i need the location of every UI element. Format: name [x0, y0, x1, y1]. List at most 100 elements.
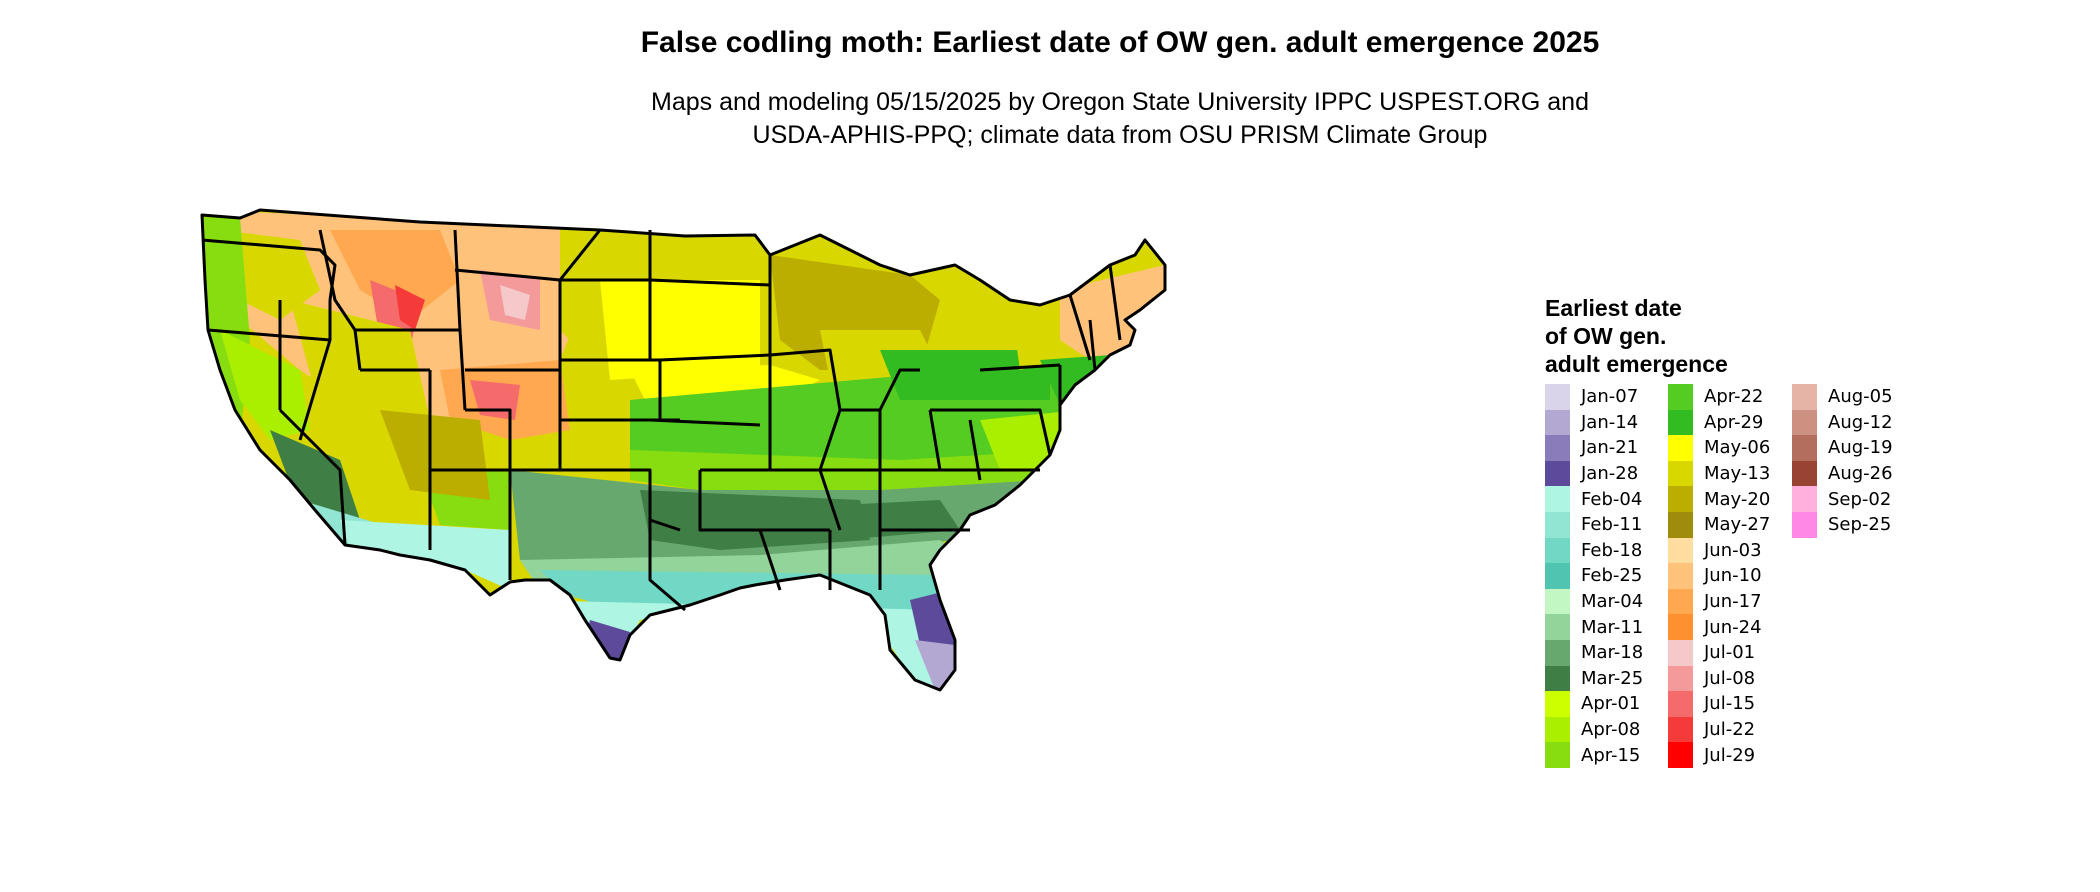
legend-swatch — [1545, 691, 1570, 717]
legend-label: May-06 — [1704, 437, 1771, 459]
legend-label: Jun-24 — [1704, 616, 1762, 638]
legend-swatch — [1792, 486, 1817, 512]
legend-swatch — [1545, 486, 1570, 512]
legend-item: May-06 — [1668, 435, 1770, 461]
legend-item: Jun-17 — [1668, 588, 1770, 615]
legend-swatch — [1668, 639, 1693, 666]
legend-item: Jul-29 — [1668, 742, 1770, 768]
legend-item: Mar-18 — [1545, 639, 1644, 666]
legend-label: Apr-15 — [1581, 744, 1641, 766]
legend-swatch — [1668, 588, 1693, 615]
legend-label: Jan-14 — [1581, 411, 1639, 433]
legend-item: Jan-07 — [1545, 384, 1643, 410]
legend-item: Apr-15 — [1545, 742, 1643, 768]
us-emergence-map — [200, 208, 1167, 692]
legend-label: Aug-05 — [1828, 386, 1893, 408]
legend-swatch — [1792, 384, 1817, 410]
map-title-container: False codling moth: Earliest date of OW … — [110, 26, 2100, 60]
legend-title-line-1: Earliest date — [1545, 295, 1682, 321]
legend-swatch — [1545, 511, 1570, 538]
legend-label: Feb-04 — [1581, 488, 1643, 510]
legend-item: May-13 — [1668, 460, 1771, 487]
legend-label: Apr-01 — [1581, 693, 1641, 715]
legend-swatch — [1792, 409, 1817, 436]
legend-column-2: Apr-22 Apr-29 May-06 May-13 May-20 May-27 Jun-… — [1668, 384, 1770, 768]
legend-swatch — [1545, 537, 1570, 564]
legend-label: Jul-29 — [1704, 744, 1756, 766]
legend-title-line-3: adult emergence — [1545, 351, 1728, 377]
legend-swatch — [1668, 691, 1693, 717]
legend-label: Jan-21 — [1581, 437, 1639, 459]
legend-label: Sep-25 — [1828, 514, 1892, 536]
legend-item: Mar-11 — [1545, 614, 1643, 640]
legend-swatch — [1668, 742, 1693, 768]
legend-item: Jun-03 — [1668, 537, 1770, 564]
legend-swatch — [1545, 435, 1570, 461]
legend-item: May-20 — [1668, 486, 1770, 512]
legend-label: Aug-12 — [1828, 411, 1893, 433]
legend-swatch — [1668, 614, 1693, 640]
legend-item: May-27 — [1668, 511, 1771, 538]
legend-label: Aug-26 — [1828, 463, 1893, 485]
legend-swatch — [1545, 742, 1570, 768]
legend-swatch — [1668, 665, 1693, 692]
legend-item: Jul-08 — [1668, 665, 1770, 692]
map-title: False codling moth: Earliest date of OW … — [640, 26, 1600, 59]
legend-column-3: Aug-05 Aug-12 Aug-19 Aug-26 Sep-02 Sep-25 — [1792, 384, 1893, 538]
legend-label: Jul-08 — [1704, 667, 1756, 689]
legend-item: Feb-11 — [1545, 511, 1643, 538]
legend-item: Aug-19 — [1792, 435, 1893, 461]
legend-swatch — [1668, 511, 1693, 538]
map-subtitle: Maps and modeling 05/15/2025 by Oregon S… — [110, 86, 2100, 152]
legend-item: Mar-04 — [1545, 588, 1644, 615]
legend-title: Earliest date of OW gen. adult emergence — [1545, 294, 1728, 378]
legend-swatch — [1668, 460, 1693, 487]
legend-swatch — [1545, 614, 1570, 640]
legend-swatch — [1668, 384, 1693, 410]
legend-item: Jun-10 — [1668, 563, 1770, 589]
legend-title-line-2: of OW gen. — [1545, 323, 1667, 349]
legend-label: May-27 — [1704, 514, 1771, 536]
legend-item: Apr-22 — [1668, 384, 1770, 410]
legend-swatch — [1668, 486, 1693, 512]
legend-swatch — [1668, 563, 1693, 589]
legend-swatch — [1668, 716, 1693, 743]
legend-label: Jan-07 — [1581, 386, 1639, 408]
legend-swatch — [1545, 665, 1570, 692]
legend-swatch — [1545, 716, 1570, 743]
legend-swatch — [1668, 435, 1693, 461]
legend-label: Jul-22 — [1704, 719, 1756, 741]
state-boundaries — [200, 208, 1167, 692]
legend-item: Jul-15 — [1668, 691, 1770, 717]
emergence-color-zones — [202, 210, 1165, 690]
legend-swatch — [1792, 435, 1817, 461]
legend-label: Feb-25 — [1581, 565, 1643, 587]
legend-label: May-13 — [1704, 463, 1771, 485]
legend-item: Sep-02 — [1792, 486, 1893, 512]
legend-item: Feb-18 — [1545, 537, 1643, 564]
legend-item: Sep-25 — [1792, 511, 1893, 538]
legend-label: Feb-11 — [1581, 514, 1643, 536]
legend-label: Apr-22 — [1704, 386, 1764, 408]
legend-swatch — [1668, 409, 1693, 436]
legend-label: Apr-29 — [1704, 411, 1764, 433]
legend-label: Mar-11 — [1581, 616, 1644, 638]
legend-item: Jan-21 — [1545, 435, 1643, 461]
legend-label: May-20 — [1704, 488, 1771, 510]
legend-label: Feb-18 — [1581, 539, 1643, 561]
legend-label: Aug-19 — [1828, 437, 1893, 459]
legend-label: Jun-17 — [1704, 591, 1762, 613]
legend-label: Mar-04 — [1581, 591, 1644, 613]
legend-item: Apr-29 — [1668, 409, 1770, 436]
legend-item: Feb-04 — [1545, 486, 1643, 512]
legend-label: Mar-18 — [1581, 642, 1644, 664]
legend-item: Mar-25 — [1545, 665, 1643, 692]
legend-item: Jun-24 — [1668, 614, 1770, 640]
legend-item: Jan-28 — [1545, 460, 1643, 487]
legend-item: Jan-14 — [1545, 409, 1643, 436]
legend-item: Aug-26 — [1792, 460, 1893, 487]
legend-label: Jun-03 — [1704, 539, 1762, 561]
legend-swatch — [1545, 409, 1570, 436]
legend-label: Apr-08 — [1581, 719, 1641, 741]
legend-swatch — [1668, 537, 1693, 564]
